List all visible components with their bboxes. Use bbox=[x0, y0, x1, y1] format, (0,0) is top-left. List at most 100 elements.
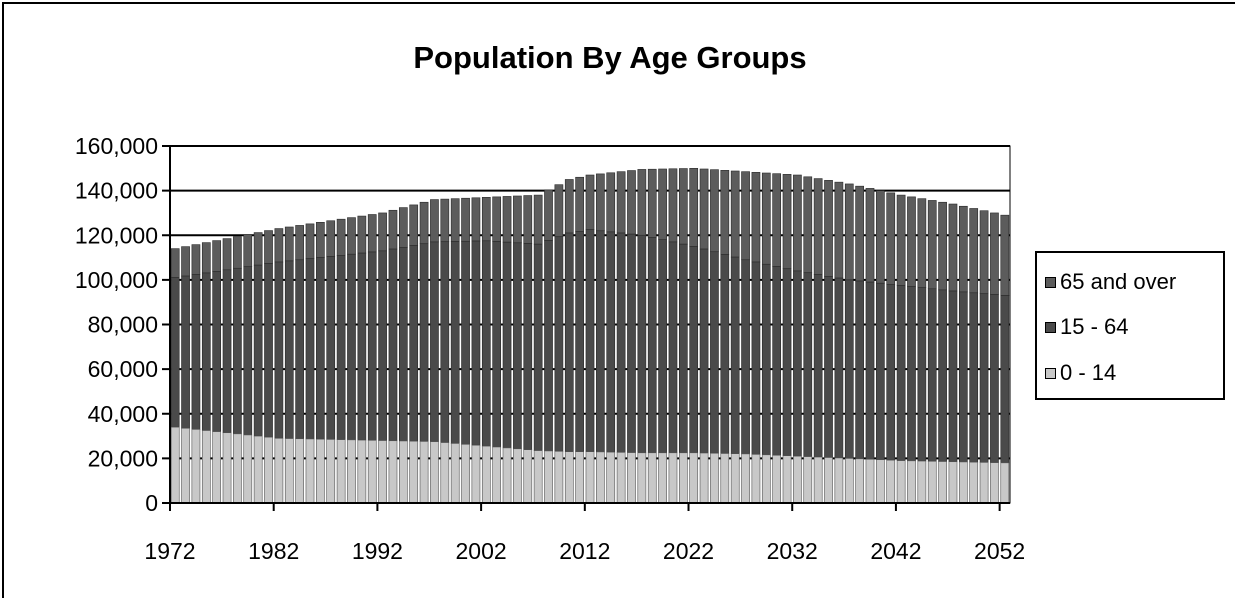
bar-0-14-2050 bbox=[979, 462, 989, 504]
y-tick-label-60000: 60,000 bbox=[88, 356, 158, 382]
x-tick-label-2042: 2042 bbox=[870, 538, 921, 564]
bar-15-64-2001 bbox=[471, 240, 481, 446]
x-tick-label-2052: 2052 bbox=[974, 538, 1025, 564]
bar-65-and-over-2034 bbox=[813, 178, 823, 275]
bar-65-and-over-2026 bbox=[730, 170, 740, 258]
bar-15-64-1986 bbox=[316, 257, 325, 440]
bar-15-64-2047 bbox=[948, 290, 958, 463]
bar-65-and-over-1997 bbox=[430, 199, 439, 243]
bar-65-and-over-1984 bbox=[295, 225, 304, 261]
bar-65-and-over-1990 bbox=[357, 215, 367, 254]
bar-0-14-2008 bbox=[544, 450, 553, 504]
bar-65-and-over-2015 bbox=[616, 171, 626, 234]
x-tick-label-1992: 1992 bbox=[352, 538, 403, 564]
bar-0-14-1981 bbox=[264, 436, 273, 504]
bar-0-14-2004 bbox=[502, 447, 512, 504]
bar-15-64-2025 bbox=[720, 254, 730, 454]
bar-65-and-over-2043 bbox=[907, 196, 916, 287]
y-tick-label-40000: 40,000 bbox=[88, 401, 158, 427]
bar-65-and-over-2048 bbox=[958, 205, 968, 293]
bar-15-64-1996 bbox=[419, 243, 429, 442]
bar-65-and-over-1978 bbox=[233, 236, 242, 269]
bar-0-14-2045 bbox=[927, 460, 937, 504]
bar-15-64-2033 bbox=[803, 272, 813, 457]
bar-15-64-1992 bbox=[378, 250, 387, 441]
legend-label-65-and-over: 65 and over bbox=[1060, 269, 1177, 294]
bar-15-64-1981 bbox=[264, 263, 273, 438]
bar-15-64-2006 bbox=[523, 243, 533, 450]
bar-15-64-1980 bbox=[253, 264, 263, 437]
bar-15-64-2046 bbox=[938, 289, 947, 462]
bar-15-64-2008 bbox=[544, 240, 553, 452]
bar-0-14-2027 bbox=[741, 453, 750, 504]
bar-0-14-2024 bbox=[710, 452, 719, 504]
bar-0-14-1993 bbox=[388, 440, 398, 504]
bar-65-and-over-1973 bbox=[181, 246, 190, 277]
bar-15-64-1994 bbox=[398, 246, 408, 442]
bar-15-64-2031 bbox=[782, 268, 792, 456]
bar-65-and-over-2033 bbox=[803, 176, 813, 274]
bar-65-and-over-1986 bbox=[316, 222, 325, 258]
bar-0-14-1984 bbox=[295, 438, 304, 504]
bar-65-and-over-2036 bbox=[834, 181, 844, 279]
bar-65-and-over-2037 bbox=[844, 183, 854, 281]
bar-0-14-1986 bbox=[316, 438, 325, 504]
bar-65-and-over-1980 bbox=[253, 232, 263, 266]
x-tick-label-1972: 1972 bbox=[144, 538, 195, 564]
bar-65-and-over-1995 bbox=[409, 204, 419, 246]
bar-65-and-over-2046 bbox=[938, 201, 947, 291]
bar-0-14-2044 bbox=[917, 460, 927, 504]
bar-15-64-2014 bbox=[606, 231, 616, 453]
bar-65-and-over-1974 bbox=[191, 244, 201, 275]
bar-65-and-over-2027 bbox=[741, 171, 750, 261]
bar-0-14-1997 bbox=[430, 441, 439, 504]
x-tick-label-2012: 2012 bbox=[559, 538, 610, 564]
bar-15-64-1975 bbox=[201, 272, 211, 431]
bar-0-14-2037 bbox=[844, 458, 854, 504]
x-tick-label-2032: 2032 bbox=[767, 538, 818, 564]
bar-0-14-1985 bbox=[305, 438, 315, 504]
bar-0-14-1975 bbox=[201, 430, 211, 504]
bar-15-64-2035 bbox=[824, 276, 833, 458]
bar-15-64-1978 bbox=[233, 267, 242, 435]
bar-0-14-2039 bbox=[865, 458, 875, 504]
bar-65-and-over-2052 bbox=[1000, 214, 1010, 296]
y-tick-label-0: 0 bbox=[145, 490, 158, 516]
bar-0-14-1983 bbox=[284, 438, 294, 504]
x-tick-label-2022: 2022 bbox=[663, 538, 714, 564]
bar-65-and-over-2031 bbox=[782, 174, 792, 270]
bar-65-and-over-2029 bbox=[761, 172, 771, 265]
bar-0-14-2041 bbox=[886, 459, 896, 504]
bar-65-and-over-1999 bbox=[450, 198, 460, 242]
bar-65-and-over-1993 bbox=[388, 209, 398, 250]
bar-15-64-2034 bbox=[813, 274, 823, 458]
bar-0-14-2035 bbox=[824, 457, 833, 504]
bar-0-14-2022 bbox=[689, 452, 699, 504]
bar-0-14-2000 bbox=[461, 444, 470, 504]
bar-0-14-2052 bbox=[1000, 462, 1010, 504]
bar-15-64-1993 bbox=[388, 248, 398, 442]
y-tick-label-80000: 80,000 bbox=[88, 312, 158, 338]
bar-65-and-over-2045 bbox=[927, 200, 937, 290]
bar-65-and-over-2012 bbox=[585, 174, 595, 230]
bar-15-64-2026 bbox=[730, 256, 740, 454]
bar-65-and-over-2021 bbox=[678, 168, 688, 245]
bar-0-14-2038 bbox=[855, 458, 864, 504]
bar-0-14-2014 bbox=[606, 451, 616, 504]
bar-65-and-over-1982 bbox=[274, 228, 284, 263]
legend-item-0-14: 0 - 14 bbox=[1045, 359, 1116, 387]
bar-15-64-2032 bbox=[793, 270, 802, 457]
bar-65-and-over-2004 bbox=[502, 196, 512, 243]
bar-0-14-2021 bbox=[678, 452, 688, 504]
bar-65-and-over-1975 bbox=[201, 242, 211, 274]
bar-65-and-over-2050 bbox=[979, 210, 989, 295]
bar-15-64-1990 bbox=[357, 252, 367, 441]
bar-0-14-2047 bbox=[948, 461, 958, 504]
bar-65-and-over-2051 bbox=[990, 212, 999, 295]
bar-65-and-over-2042 bbox=[896, 194, 906, 286]
bar-0-14-2006 bbox=[523, 449, 533, 504]
bar-65-and-over-1981 bbox=[264, 230, 273, 264]
bar-65-and-over-2017 bbox=[637, 169, 647, 236]
bar-0-14-2015 bbox=[616, 452, 626, 504]
chart-title: Population By Age Groups bbox=[413, 40, 807, 75]
